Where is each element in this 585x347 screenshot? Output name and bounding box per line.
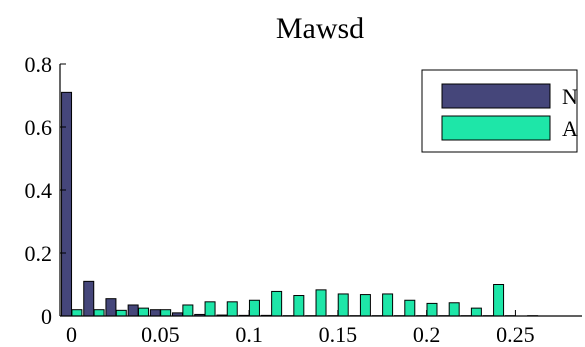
bar-N-1	[83, 280, 95, 317]
bar-A-3	[137, 307, 149, 317]
bar-A-4	[160, 309, 172, 317]
x-tick-label-3: 0.15	[319, 322, 358, 347]
bars-group	[61, 91, 539, 317]
y-tick-label-4: 0.8	[25, 52, 53, 77]
bar-A-15	[404, 299, 416, 317]
y-tick-label-1: 0.2	[25, 241, 53, 266]
bar-N-0	[61, 91, 73, 317]
x-tick-label-5: 0.25	[496, 322, 535, 347]
bar-A-13	[359, 294, 371, 317]
y-tick-label-2: 0.4	[25, 178, 53, 203]
bar-A-2	[115, 309, 127, 317]
bar-A-6	[204, 301, 216, 317]
x-tick-label-1: 0.05	[141, 322, 180, 347]
x-tick-label-0: 0	[66, 322, 77, 347]
y-tick-label-0: 0	[41, 304, 52, 329]
bar-A-1	[93, 309, 105, 317]
bar-A-16	[426, 302, 438, 317]
bar-A-12	[337, 293, 349, 317]
bar-A-19	[493, 284, 505, 317]
x-tick-label-4: 0.2	[413, 322, 441, 347]
y-tick-label-3: 0.6	[25, 115, 53, 140]
legend-label-N: N	[562, 84, 578, 109]
bar-A-5	[182, 304, 194, 317]
bar-A-0	[71, 309, 83, 317]
axes-group: 0 0.2 0.4 0.6 0.8 0 0.05 0.1 0.15 0.2 0.25	[25, 52, 582, 347]
bar-A-10	[293, 295, 305, 317]
bar-N-4	[149, 309, 161, 317]
bar-N-2	[105, 298, 117, 317]
bar-A-8	[248, 299, 260, 317]
bar-A-11	[315, 289, 327, 317]
bar-A-7	[226, 301, 238, 317]
bar-A-18	[470, 307, 482, 317]
bar-A-14	[382, 293, 394, 317]
legend-swatch-N	[441, 83, 551, 109]
chart-title: Mawsd	[276, 12, 364, 45]
bar-N-3	[127, 304, 139, 317]
bar-A-17	[448, 302, 460, 317]
chart-legend: NA	[421, 69, 578, 153]
x-tick-label-2: 0.1	[235, 322, 263, 347]
bar-A-9	[271, 290, 283, 317]
legend-swatch-A	[441, 115, 551, 141]
legend-label-A: A	[562, 116, 578, 141]
